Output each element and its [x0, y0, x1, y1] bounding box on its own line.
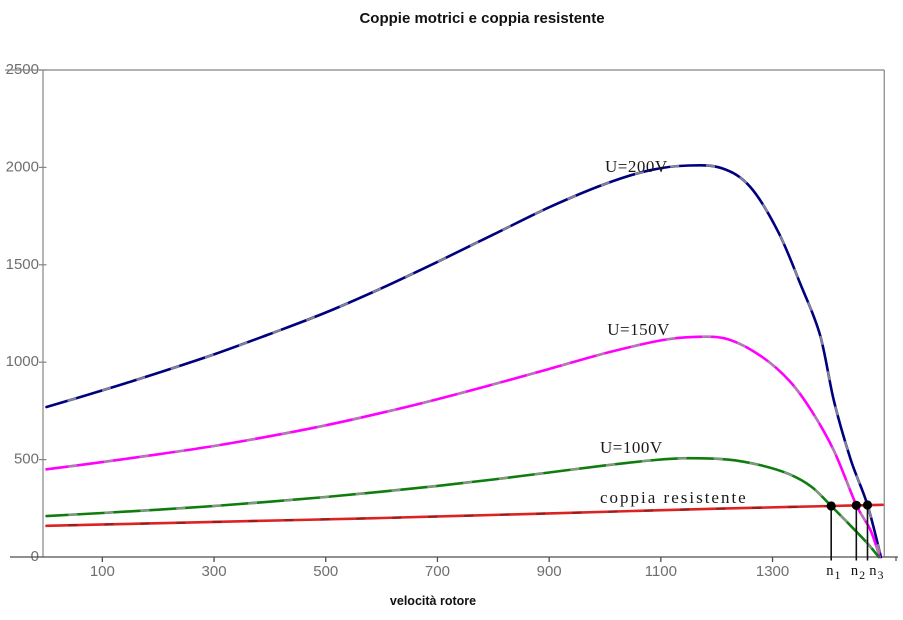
x-tick-label: 100 — [90, 563, 115, 580]
series-line-overlay-coppia-resistente — [46, 503, 883, 527]
y-tick-label: 2000 — [6, 158, 39, 175]
series-label-coppia-resistente: coppia resistente — [600, 488, 748, 507]
series-label-u-150v: U=150V — [607, 320, 670, 339]
y-tick-label: 1500 — [6, 256, 39, 273]
operating-point-dot-n2 — [851, 500, 861, 510]
operating-point-dot-n3 — [862, 500, 873, 510]
x-tick-label: 300 — [202, 563, 227, 580]
series-line-overlay-u-200v — [46, 164, 882, 558]
operating-point-label-n2: n2 — [851, 563, 865, 581]
series-line-u-200v — [45, 163, 883, 559]
x-axis-title: velocità rotore — [389, 594, 477, 608]
chart-title: Coppie motrici e coppia resistente — [359, 10, 605, 27]
series-line-u-100v — [45, 456, 880, 559]
x-tick-label: 1300 — [756, 563, 789, 580]
series-line-u-150v — [45, 335, 882, 559]
x-tick-label: 1100 — [645, 563, 677, 580]
x-tick-label: 900 — [537, 563, 562, 580]
y-tick-label: 500 — [14, 451, 39, 468]
series-label-u-200v: U=200V — [605, 157, 668, 176]
series-label-u-100v: U=100V — [600, 438, 663, 457]
operating-point-dot-n1 — [826, 501, 836, 511]
y-tick-label: 1000 — [6, 353, 39, 370]
x-tick-label: 700 — [425, 563, 450, 580]
operating-point-label-n3: n3 — [869, 563, 883, 581]
x-tick-label: 500 — [313, 563, 338, 580]
operating-point-label-n1: n1 — [826, 563, 840, 581]
